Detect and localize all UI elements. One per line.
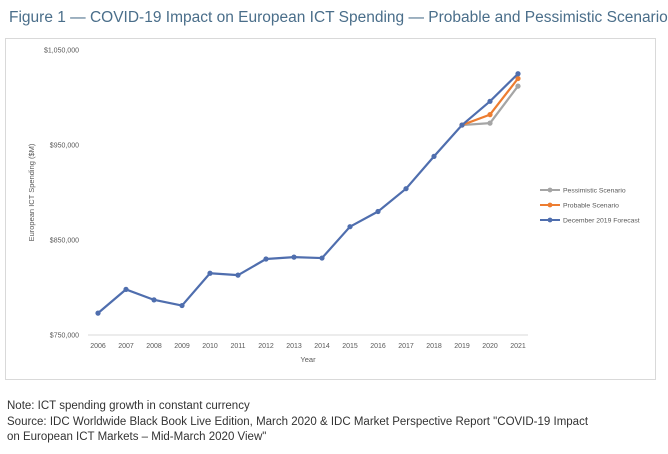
y-tick-label: $750,000 xyxy=(50,333,79,340)
legend-swatch-marker xyxy=(547,217,553,223)
y-tick-label: $1,050,000 xyxy=(44,48,79,55)
legend-swatch-marker xyxy=(547,187,553,193)
x-tick-label: 2009 xyxy=(174,343,190,350)
series-line xyxy=(97,72,519,314)
x-tick-label: 2020 xyxy=(482,343,498,350)
data-point xyxy=(151,297,157,303)
series-group xyxy=(95,71,521,316)
data-point xyxy=(347,224,353,230)
x-tick-label: 2012 xyxy=(258,343,274,350)
x-tick-label: 2018 xyxy=(426,343,442,350)
x-tick-label: 2021 xyxy=(510,343,526,350)
series-pessimistic-scenario xyxy=(459,83,521,128)
data-point xyxy=(515,75,521,82)
data-point xyxy=(235,272,241,278)
data-point xyxy=(487,98,493,104)
legend-label: Probable Scenario xyxy=(563,203,619,210)
data-point xyxy=(375,208,381,215)
legend: Pessimistic Scenario Probable Scenario Dec… xyxy=(540,188,640,225)
x-tick-label: 2019 xyxy=(454,343,470,350)
data-point xyxy=(515,83,521,89)
data-point xyxy=(515,71,521,77)
legend-item: December 2019 Forecast xyxy=(540,218,640,225)
x-tick-label: 2016 xyxy=(370,343,386,350)
x-tick-label: 2013 xyxy=(286,343,302,350)
figure-title: Figure 1 — COVID-19 Impact on European I… xyxy=(9,9,668,26)
series-december-2019-forecast xyxy=(95,71,521,316)
data-point xyxy=(95,310,101,316)
data-point xyxy=(431,153,437,159)
y-tick-label: $950,000 xyxy=(50,143,79,150)
x-tick-label: 2017 xyxy=(398,343,414,350)
data-point xyxy=(179,302,185,309)
data-point xyxy=(487,112,493,118)
legend-item: Pessimistic Scenario xyxy=(540,188,626,195)
legend-swatch-marker xyxy=(547,202,553,208)
data-point xyxy=(207,270,213,276)
data-point xyxy=(263,256,269,262)
x-tick-label: 2008 xyxy=(146,343,162,350)
x-axis-ticks: 2006 2007 2008 2009 2010 2011 2012 2013 2014 2015… xyxy=(90,343,526,350)
x-tick-label: 2015 xyxy=(342,343,358,350)
x-tick-label: 2010 xyxy=(202,343,218,350)
legend-label: December 2019 Forecast xyxy=(563,218,640,225)
data-point xyxy=(123,286,129,292)
y-tick-label: $850,000 xyxy=(50,238,79,245)
data-point xyxy=(291,254,297,260)
x-tick-label: 2014 xyxy=(314,343,330,350)
data-point xyxy=(487,120,493,126)
chart-note: Note: ICT spending growth in constant cu… xyxy=(7,400,250,412)
legend-label: Pessimistic Scenario xyxy=(563,188,626,195)
source-line-2: on European ICT Markets – Mid-March 2020… xyxy=(7,431,267,443)
legend-item: Probable Scenario xyxy=(540,203,619,210)
y-axis-ticks: $750,000 $850,000 $950,000 $1,050,000 xyxy=(44,48,79,340)
data-point xyxy=(319,255,325,261)
x-tick-label: 2006 xyxy=(90,343,106,350)
x-tick-label: 2007 xyxy=(118,343,134,350)
y-axis-label: European ICT Spending ($M) xyxy=(27,143,36,241)
source-line-1: Source: IDC Worldwide Black Book Live Ed… xyxy=(7,416,589,428)
data-point xyxy=(459,122,465,128)
line-chart: $750,000$850,000$950,000$1,050,000 2006 2… xyxy=(27,48,640,365)
x-tick-label: 2011 xyxy=(230,343,245,350)
data-point xyxy=(403,186,409,192)
chart-container: $750,000 $850,000 $950,000 $1,050,000 2006 2… xyxy=(5,38,656,380)
x-axis-label: Year xyxy=(300,355,316,364)
